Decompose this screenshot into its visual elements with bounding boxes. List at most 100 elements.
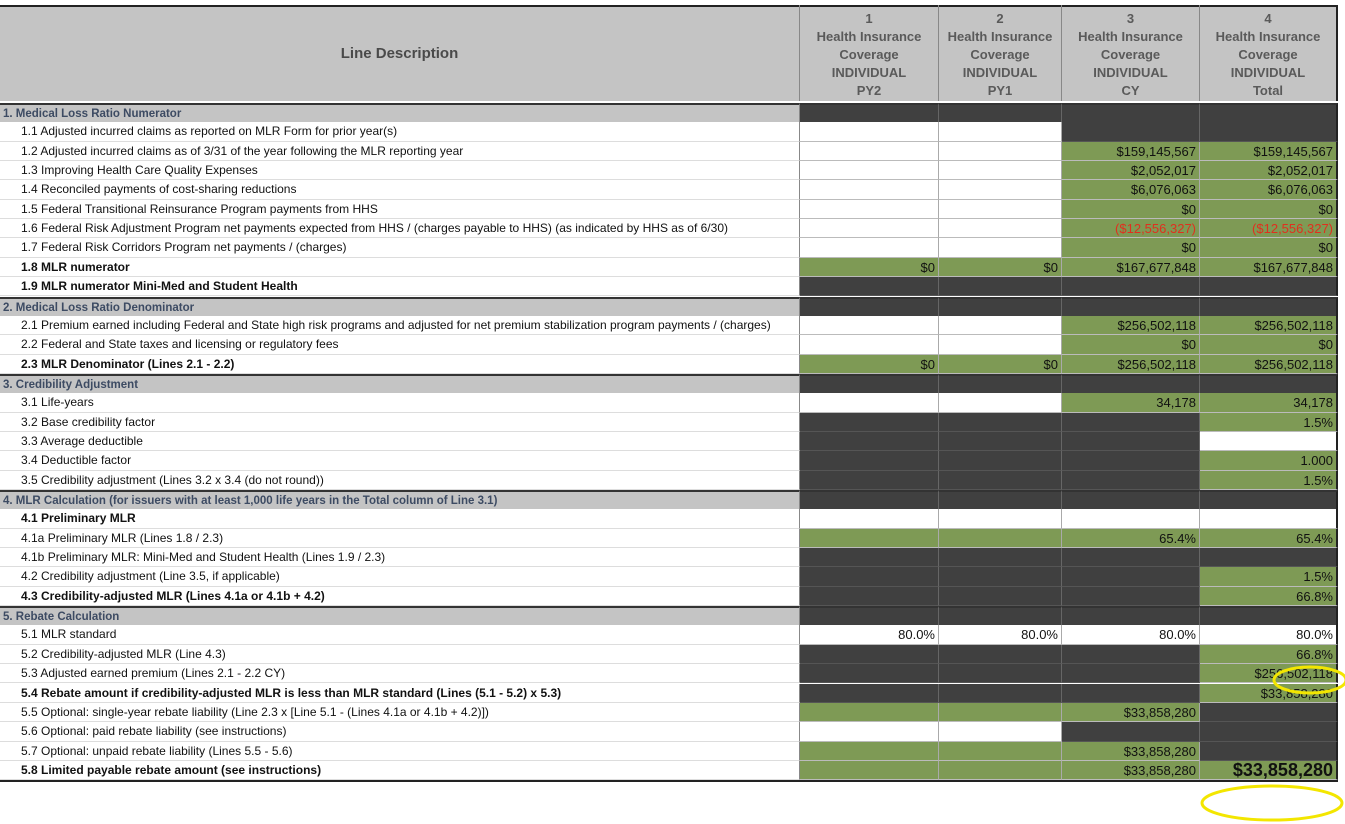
value-cell: $33,858,280 [1200,760,1338,781]
header-title: Line Description [0,5,800,101]
column-header-line: 1 [865,11,873,26]
line-description: 1.2 Adjusted incurred claims as of 3/31 … [0,141,800,162]
value-cell: 80.0% [800,625,939,645]
value-cell [939,122,1062,142]
section-cell [1200,103,1338,123]
section-cell [939,490,1062,510]
value-cell [1062,470,1200,490]
value-cell [939,315,1062,336]
value-cell [800,161,939,181]
value-cell [1062,431,1200,452]
line-description: 1.7 Federal Risk Corridors Program net p… [0,238,800,258]
section-cell [1062,606,1200,626]
value-cell [800,586,939,607]
value-cell [939,277,1062,297]
value-cell: $0 [1062,199,1200,220]
column-header-line: 3 [1126,11,1135,26]
line-description: 3.4 Deductible factor [0,451,800,471]
value-cell [800,644,939,665]
line-description: 2.1 Premium earned including Federal and… [0,315,800,336]
value-cell [1200,277,1338,297]
value-cell [1062,451,1200,471]
value-cell [800,431,939,452]
column-header-line: Health Insurance [816,29,922,44]
value-cell [1062,277,1200,297]
column-header: 2 Health Insurance Coverage INDIVIDUAL PY1 [939,5,1062,101]
column-header-line: INDIVIDUAL [962,65,1038,80]
line-description: 5.8 Limited payable rebate amount (see i… [0,760,800,781]
value-cell [939,393,1062,413]
value-cell: $0 [1062,335,1200,355]
line-description: 1.9 MLR numerator Mini-Med and Student H… [0,277,800,297]
value-cell [1200,702,1338,723]
value-cell: $0 [800,354,939,374]
section-cell [1062,296,1200,316]
value-cell [800,548,939,568]
column-header-line: Total [1252,83,1284,98]
line-description: 5.6 Optional: paid rebate liability (see… [0,722,800,742]
section-cell [939,373,1062,394]
column-header-line: Health Insurance [1078,29,1183,44]
value-cell: $167,677,848 [1062,257,1200,278]
value-cell: $0 [1200,199,1338,220]
value-cell [939,141,1062,162]
value-cell: $0 [1200,238,1338,258]
highlight-circle [1200,784,1344,822]
line-description: 2.3 MLR Denominator (Lines 2.1 - 2.2) [0,354,800,374]
value-cell: $0 [1200,335,1338,355]
section-cell [1200,490,1338,510]
value-cell [1062,722,1200,742]
value-cell: $256,502,118 [1200,315,1338,336]
value-cell: 66.8% [1200,586,1338,607]
value-cell [939,722,1062,742]
value-cell: 34,178 [1200,393,1338,413]
value-cell [1062,586,1200,607]
section-cell [1200,606,1338,626]
value-cell: $0 [800,257,939,278]
section-cell [939,296,1062,316]
value-cell: 1.5% [1200,470,1338,490]
value-cell [800,219,939,239]
value-cell [939,567,1062,587]
value-cell [800,741,939,761]
value-cell [1062,683,1200,703]
column-header: 1 Health Insurance Coverage INDIVIDUAL PY2 [800,5,939,101]
value-cell [800,528,939,549]
value-cell [1062,509,1200,529]
column-header-line: Health Insurance [947,29,1053,44]
line-description: 5.3 Adjusted earned premium (Lines 2.1 -… [0,664,800,684]
value-cell [1062,548,1200,568]
value-cell [1062,644,1200,665]
value-cell [939,664,1062,684]
header-bg [0,5,1338,101]
line-description: 4.1 Preliminary MLR [0,509,800,529]
section-header: 2. Medical Loss Ratio Denominator [0,296,800,316]
value-cell [1200,431,1338,452]
value-cell [800,141,939,162]
value-cell [939,702,1062,723]
line-description: 3.5 Credibility adjustment (Lines 3.2 x … [0,470,800,490]
value-cell: $256,502,118 [1062,354,1200,374]
column-header-line: Coverage [1238,47,1298,62]
column-header-line: Coverage [839,47,899,62]
value-cell: 65.4% [1200,528,1338,549]
line-description: 4.1b Preliminary MLR: Mini-Med and Stude… [0,548,800,568]
value-cell: $2,052,017 [1200,161,1338,181]
line-description: 1.8 MLR numerator [0,257,800,278]
value-cell [800,393,939,413]
value-cell: 65.4% [1062,528,1200,549]
value-cell: 1.5% [1200,567,1338,587]
value-cell [1062,567,1200,587]
value-cell [800,238,939,258]
value-cell [800,760,939,781]
value-cell [939,760,1062,781]
section-header: 3. Credibility Adjustment [0,373,800,394]
value-cell: $0 [1062,238,1200,258]
bottom-border [0,780,1338,783]
value-cell [1200,722,1338,742]
value-cell [800,509,939,529]
value-cell [939,161,1062,181]
section-header: 5. Rebate Calculation [0,606,800,626]
value-cell [800,664,939,684]
section-cell [800,490,939,510]
